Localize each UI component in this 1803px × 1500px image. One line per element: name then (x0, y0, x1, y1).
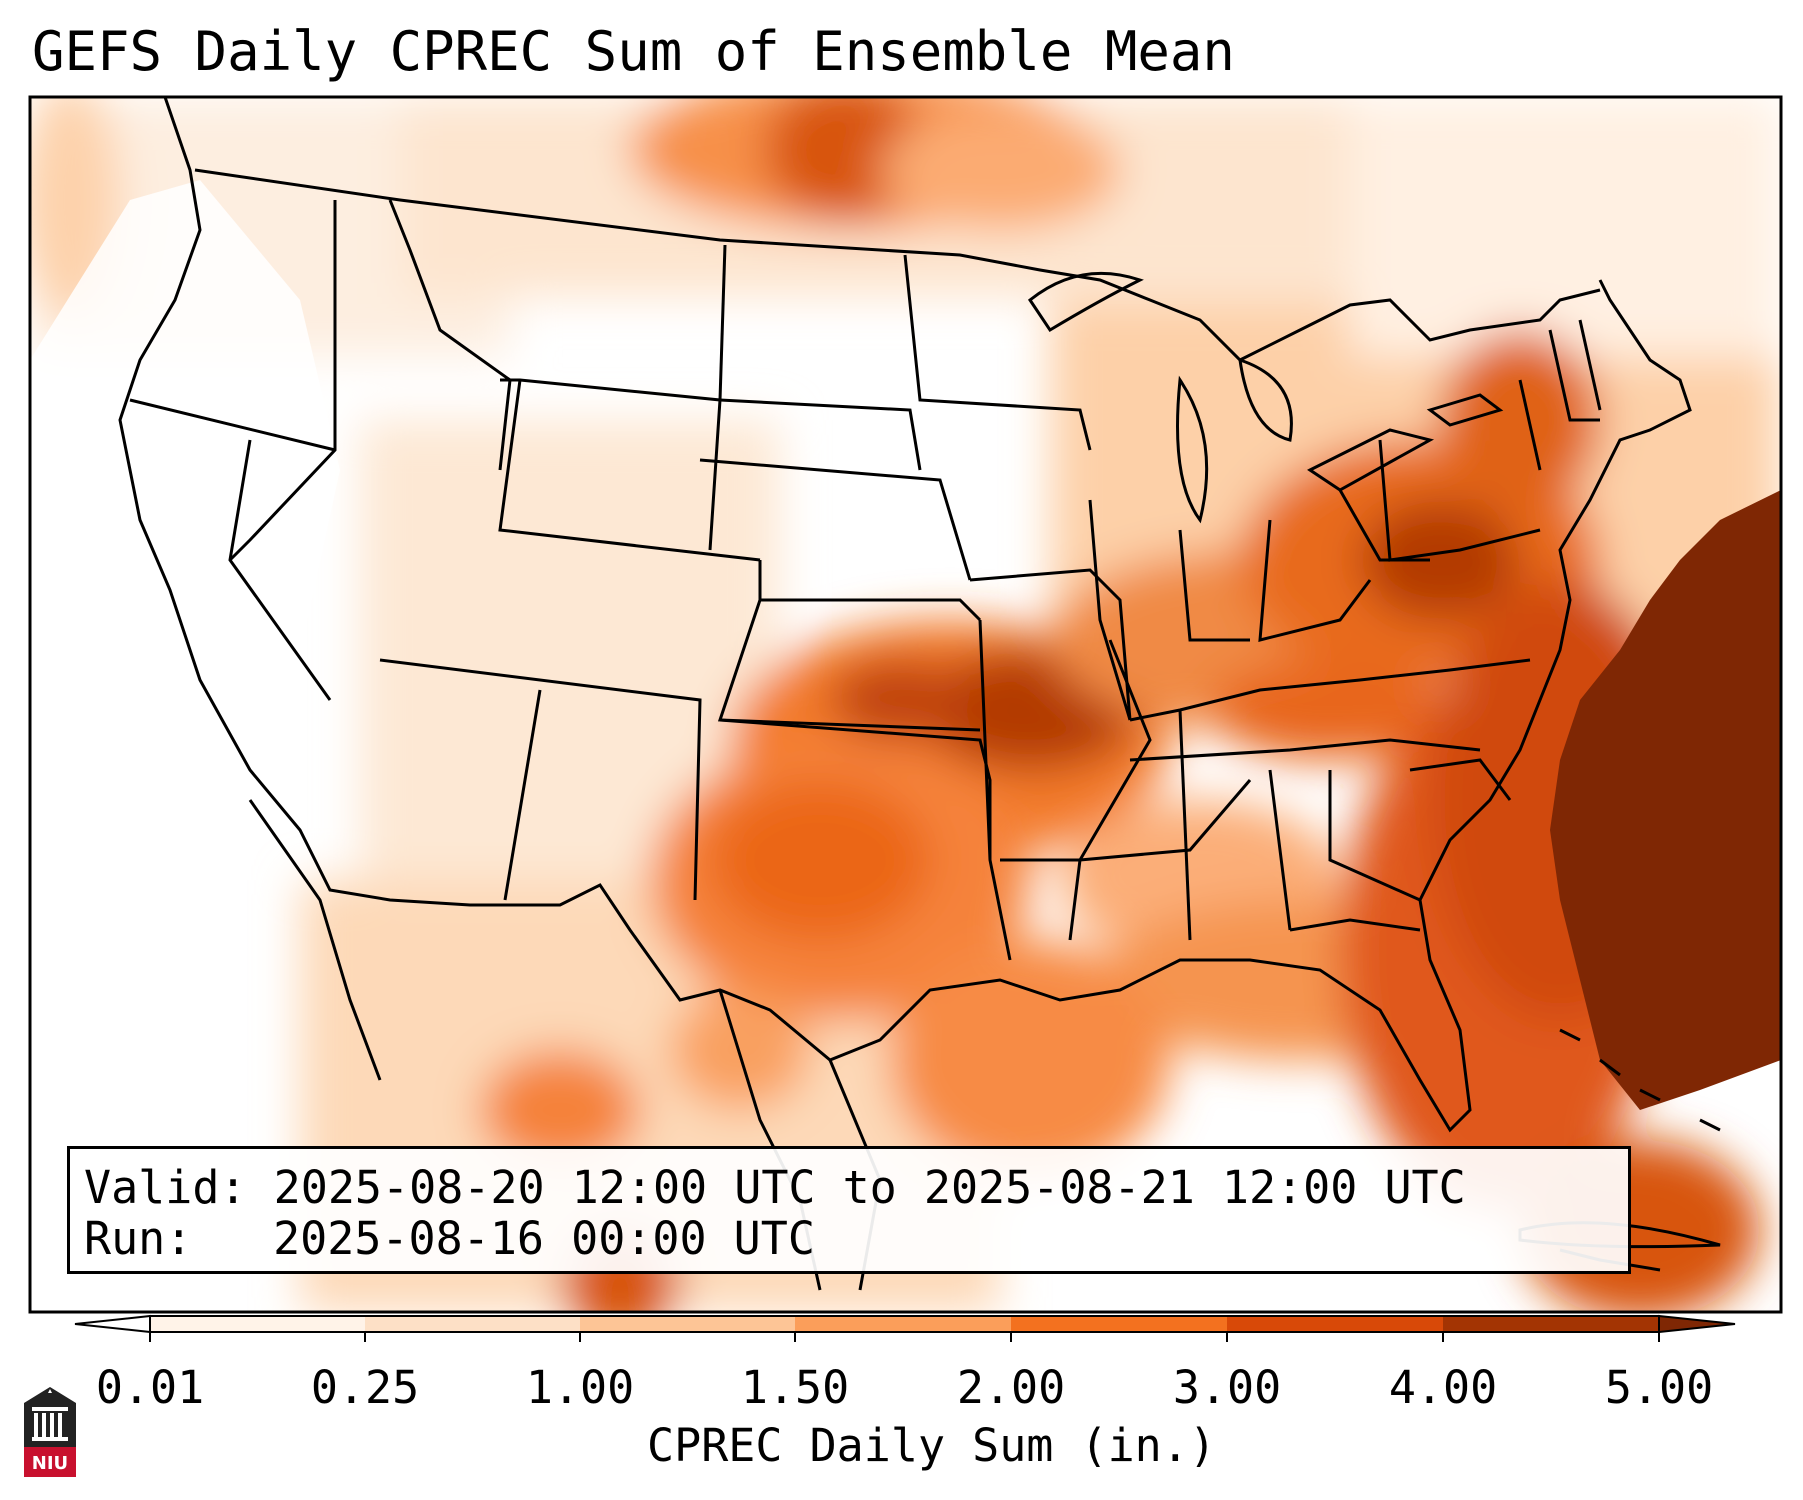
run-label: Run: (84, 1212, 193, 1265)
map-title: GEFS Daily CPREC Sum of Ensemble Mean (32, 20, 1235, 83)
colorbar-over-arrow (1658, 1314, 1736, 1334)
niu-logo: NIU (24, 1387, 76, 1477)
run-value: 2025-08-16 00:00 UTC (273, 1212, 815, 1265)
colorbar-tick-label: 1.00 (525, 1361, 635, 1414)
valid-label: Valid: (84, 1161, 247, 1214)
valid-line: Valid: 2025-08-20 12:00 UTC to 2025-08-2… (84, 1162, 1466, 1214)
colorbar-bin (1227, 1316, 1443, 1332)
colorbar-bin (580, 1316, 795, 1332)
colorbar-tick-label: 5.00 (1604, 1361, 1714, 1414)
colorbar-bin (1443, 1316, 1659, 1332)
colorbar-tick-label: 0.01 (95, 1361, 205, 1414)
colorbar-tick-label: 0.25 (310, 1361, 420, 1414)
colorbar-bin (1011, 1316, 1227, 1332)
boundaries (118, 97, 1721, 1291)
colorbar (74, 1314, 1736, 1342)
colorbar-bin (150, 1316, 365, 1332)
run-line: Run: 2025-08-16 00:00 UTC (84, 1213, 815, 1265)
colorbar-tick-label: 2.00 (956, 1361, 1066, 1414)
valid-value: 2025-08-20 12:00 UTC to 2025-08-21 12:00… (273, 1161, 1466, 1214)
logo-text: NIU (32, 1453, 68, 1474)
colorbar-bin (365, 1316, 580, 1332)
colorbar-label: CPREC Daily Sum (in.) (647, 1419, 1216, 1472)
colorbar-under-arrow (74, 1314, 151, 1334)
colorbar-tick-label: 3.00 (1172, 1361, 1282, 1414)
valid-run-box: Valid: 2025-08-20 12:00 UTC to 2025-08-2… (67, 1146, 1631, 1274)
colorbar-bin (795, 1316, 1011, 1332)
colorbar-tick-label: 4.00 (1388, 1361, 1498, 1414)
colorbar-tick-label: 1.50 (740, 1361, 850, 1414)
